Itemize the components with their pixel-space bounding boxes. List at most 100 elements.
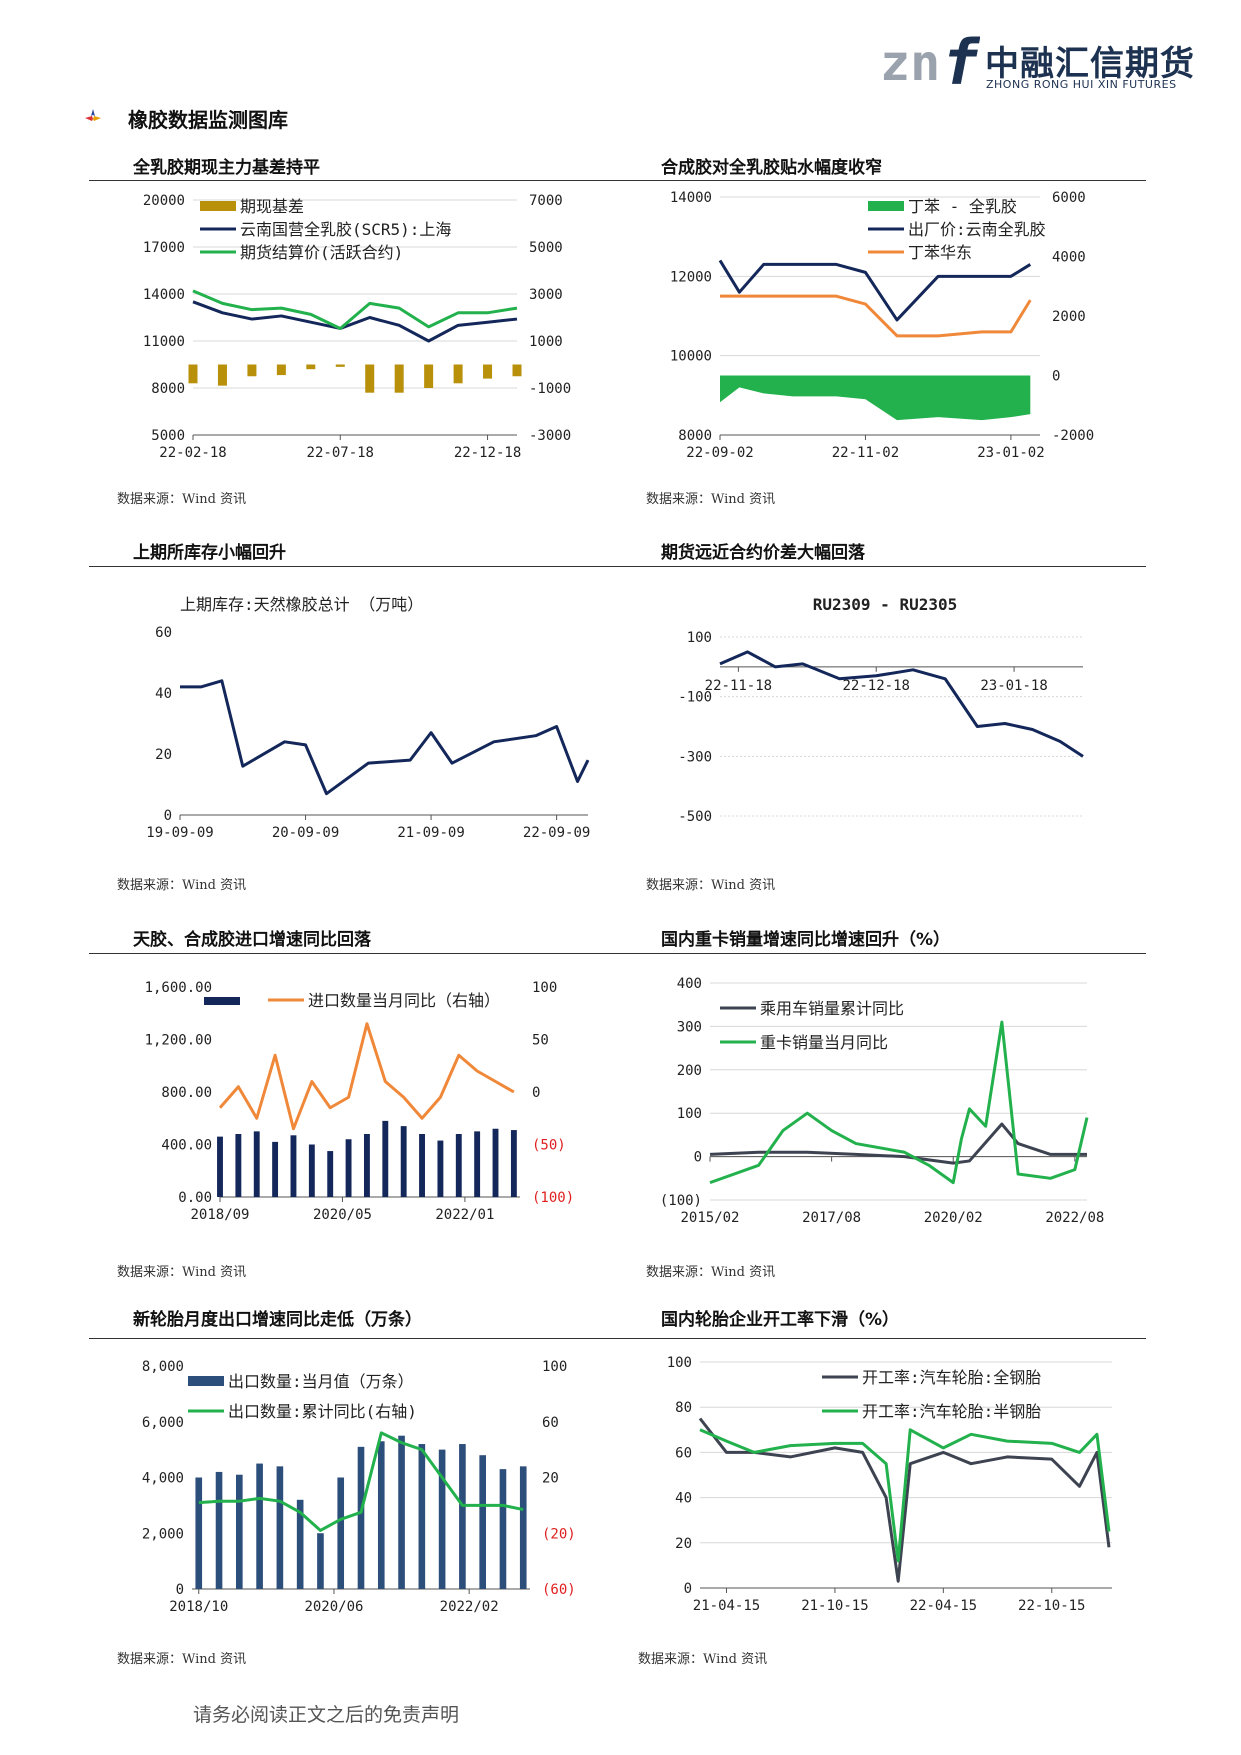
y-tick-label: 400.00 [161,1138,212,1154]
x-tick-label: 22-12-18 [843,678,910,694]
bar-0 [235,1134,242,1197]
x-tick-label: 22-04-15 [910,1598,977,1614]
bar-0 [453,364,463,384]
bar-0 [276,364,286,376]
y-tick-label: 20 [155,747,172,763]
bar-0 [335,364,345,367]
chart-shfe-inventory: 60 40 20 019-09-09 20-09-09 21-09-09 22-09-09 上… [146,595,590,841]
line-series-0 [698,1417,1111,1583]
x-tick-label: 22-09-09 [523,825,590,841]
x-tick-label: 2018/09 [190,1207,249,1223]
source-note-4: 数据来源：Wind 资讯 [646,878,776,893]
bar-0 [256,1463,263,1589]
bar-0 [377,1441,385,1589]
x-tick-label: 21-10-15 [801,1598,868,1614]
rule-row-4 [89,1338,1146,1339]
bar-0 [400,1126,407,1197]
legend-label: 期货结算价(活跃合约) [240,243,403,262]
x-tick-label: 2022/08 [1045,1210,1104,1226]
y2-tick-label: 6000 [1052,190,1086,206]
y-tick-label: 4,000 [142,1471,184,1487]
chart-calendar-spread: 100 -100 -300 -500 22-11-18 22-12-18 23-01-18 R… [678,595,1084,825]
bar-0 [345,1139,352,1197]
chart-inner-title: RU2309 - RU2305 [813,595,958,614]
y-tick-label: 100 [667,1355,692,1371]
x-tick-label: 2022/02 [440,1599,499,1615]
bar-0 [357,1446,365,1589]
x-tick-label: 19-09-09 [146,825,213,841]
bar-0 [188,364,198,384]
line-series-2 [192,289,518,330]
source-note-3: 数据来源：Wind 资讯 [117,878,247,893]
y-tick-label: 20 [675,1536,692,1552]
bar-0 [459,1444,466,1589]
x-tick-label: 2020/02 [924,1210,983,1226]
y-tick-label: 80 [675,1400,692,1416]
y-tick-label: 8000 [678,428,712,444]
y-tick-label: 100 [677,1106,702,1122]
legend-swatch [204,997,240,1005]
bar-0 [217,1136,223,1197]
bar-0 [195,1477,203,1589]
x-tick-label: 23-01-18 [980,678,1047,694]
x-tick-label: 20-09-09 [272,825,339,841]
y2-tick-label: (100) [532,1190,574,1206]
x-tick-label: 22-11-02 [832,445,899,461]
y-tick-label: 6,000 [142,1415,184,1431]
chart-title-8: 国内轮胎企业开工率下滑（%） [661,1310,900,1330]
x-tick-label: 2017/08 [802,1210,861,1226]
y-tick-label: 0 [684,1581,692,1597]
x-tick-label: 22-10-15 [1018,1598,1085,1614]
legend-label: 开工率:汽车轮胎:全钢胎 [862,1368,1041,1387]
y-tick-label: 0 [164,808,172,824]
legend-label: 丁苯 - 全乳胶 [908,197,1017,216]
y-tick-label: 100 [687,630,712,646]
y-tick-label: 0.00 [178,1190,212,1206]
y2-tick-label: -3000 [529,428,571,444]
bar-0 [519,1466,527,1589]
y-tick-label: 40 [675,1491,692,1507]
legend-label: 开工率:汽车轮胎:半钢胎 [862,1402,1041,1421]
bar-0 [337,1477,345,1589]
y2-tick-label: (50) [532,1138,566,1154]
y-tick-label: 800.00 [161,1085,212,1101]
bar-0 [290,1135,297,1197]
bar-0 [394,364,404,393]
y2-tick-label: -1000 [529,381,571,397]
brand-name-cn: 中融汇信期货 [985,44,1195,84]
y-tick-label: 400 [677,976,702,992]
y-tick-label: 14000 [670,190,712,206]
bar-0 [419,1134,425,1197]
bar-0 [499,1469,507,1589]
line-series-1 [218,1022,515,1131]
svg-text:f: f [942,28,980,92]
y-tick-label: 300 [677,1019,702,1035]
y2-tick-label: 5000 [529,240,563,256]
rule-row-1 [89,180,1146,181]
line-series-1 [718,259,1032,322]
bar-0 [438,1449,446,1589]
x-tick-label: 21-09-09 [397,825,464,841]
line-series-2 [720,294,1032,338]
svg-text:zn: zn [880,34,940,92]
bar-0 [418,1444,426,1589]
legend-label: 丁苯华东 [908,243,972,262]
x-tick-label: 2020/05 [313,1207,372,1223]
y-tick-label: 2,000 [142,1526,184,1542]
y-tick-label: 8,000 [142,1359,184,1375]
bar-0 [510,1130,517,1197]
chart-tire-operating-rate: 100 80 60 40 20 021-04-15 21-10-15 22-04-15 22-1… [667,1355,1112,1614]
y2-tick-label: 7000 [529,193,563,209]
area-series-0 [720,375,1031,421]
y-tick-label: 40 [155,686,172,702]
bar-0 [308,1144,315,1197]
legend-label: 出厂价:云南全乳胶 [908,220,1046,239]
line-series-0 [709,1122,1087,1165]
line-series-0 [719,650,1084,758]
x-tick-label: 2015/02 [680,1210,739,1226]
line-series-1 [699,1428,1111,1563]
y-tick-label: 11000 [143,334,185,350]
line-series-1 [192,300,518,343]
source-note-1: 数据来源：Wind 资讯 [117,492,247,507]
bar-0 [512,364,522,377]
